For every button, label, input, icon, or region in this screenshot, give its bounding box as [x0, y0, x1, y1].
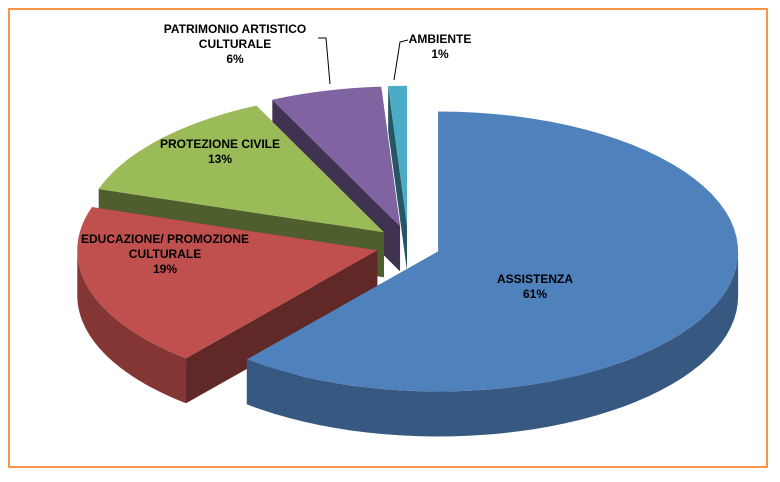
slice-top: [246, 111, 739, 392]
value-label: 19%: [152, 262, 178, 276]
category-label: AMBIENTE: [408, 32, 472, 46]
leader-line: [393, 39, 409, 81]
value-label: 6%: [226, 52, 244, 66]
value-label: 13%: [207, 152, 233, 166]
slice: [388, 85, 407, 271]
slice-side: [388, 86, 407, 271]
slice-side: [186, 250, 378, 404]
value-label: 61%: [522, 287, 548, 301]
data-label: PROTEZIONE CIVILE 13%: [140, 137, 300, 167]
frame: [8, 8, 768, 468]
data-label: AMBIENTE 1%: [395, 32, 485, 62]
data-label: EDUCAZIONE/ PROMOZIONE CULTURALE 19%: [60, 232, 270, 277]
slice-top: [272, 86, 401, 227]
leader-line: [318, 37, 331, 85]
category-label: ASSISTENZA: [496, 272, 573, 286]
slice: [246, 111, 739, 437]
slice-top: [77, 207, 378, 359]
category-label: PATRIMONIO ARTISTICO CULTURALE: [163, 22, 307, 51]
value-label: 1%: [431, 47, 449, 61]
category-label: PROTEZIONE CIVILE: [159, 137, 280, 151]
slice: [77, 207, 378, 404]
category-label: EDUCAZIONE/ PROMOZIONE CULTURALE: [80, 232, 249, 261]
slice-top: [388, 85, 407, 226]
slice-wall: [77, 250, 187, 404]
data-label: PATRIMONIO ARTISTICO CULTURALE 6%: [145, 22, 325, 67]
data-label: ASSISTENZA 61%: [460, 272, 610, 302]
slice-top: [98, 105, 384, 233]
slice-wall: [246, 251, 739, 437]
